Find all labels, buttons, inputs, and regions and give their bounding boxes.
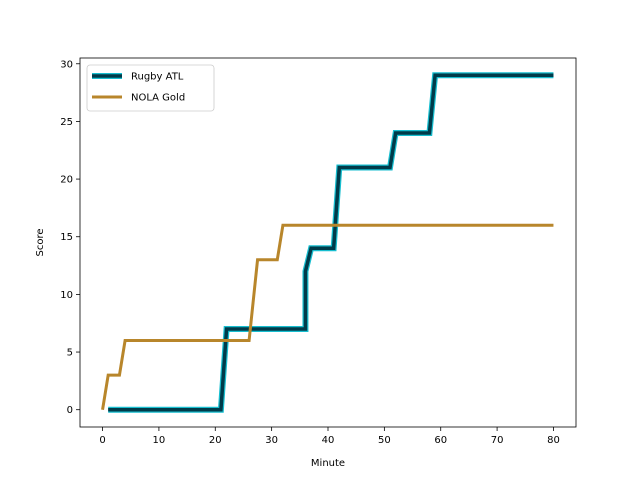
x-tick-label: 50 bbox=[378, 435, 391, 446]
x-tick-label: 20 bbox=[209, 435, 222, 446]
series-line bbox=[101, 223, 554, 410]
y-tick-label: 30 bbox=[60, 59, 73, 70]
x-tick-label: 0 bbox=[99, 435, 105, 446]
y-tick-label: 25 bbox=[60, 117, 73, 128]
legend: Rugby ATL NOLA Gold bbox=[86, 64, 215, 112]
x-tick-label: 40 bbox=[322, 435, 335, 446]
x-tick-label: 60 bbox=[434, 435, 447, 446]
y-tick-label: 5 bbox=[67, 348, 73, 359]
series-line bbox=[108, 73, 554, 412]
legend-label: Rugby ATL bbox=[131, 72, 184, 83]
series-layer bbox=[101, 72, 554, 413]
y-axis: 0 5 10 15 20 25 30 bbox=[60, 59, 80, 416]
y-tick-label: 15 bbox=[60, 232, 73, 243]
x-axis: 0 10 20 30 40 50 60 70 80 bbox=[99, 427, 560, 446]
x-tick-label: 10 bbox=[153, 435, 166, 446]
y-tick-label: 20 bbox=[60, 175, 73, 186]
y-tick-label: 10 bbox=[60, 290, 73, 301]
y-tick-label: 0 bbox=[67, 405, 73, 416]
y-axis-label: Score bbox=[35, 228, 46, 256]
legend-label: NOLA Gold bbox=[131, 93, 185, 104]
x-axis-label: Minute bbox=[311, 458, 345, 469]
x-tick-label: 30 bbox=[265, 435, 278, 446]
x-tick-label: 80 bbox=[547, 435, 560, 446]
x-tick-label: 70 bbox=[491, 435, 504, 446]
